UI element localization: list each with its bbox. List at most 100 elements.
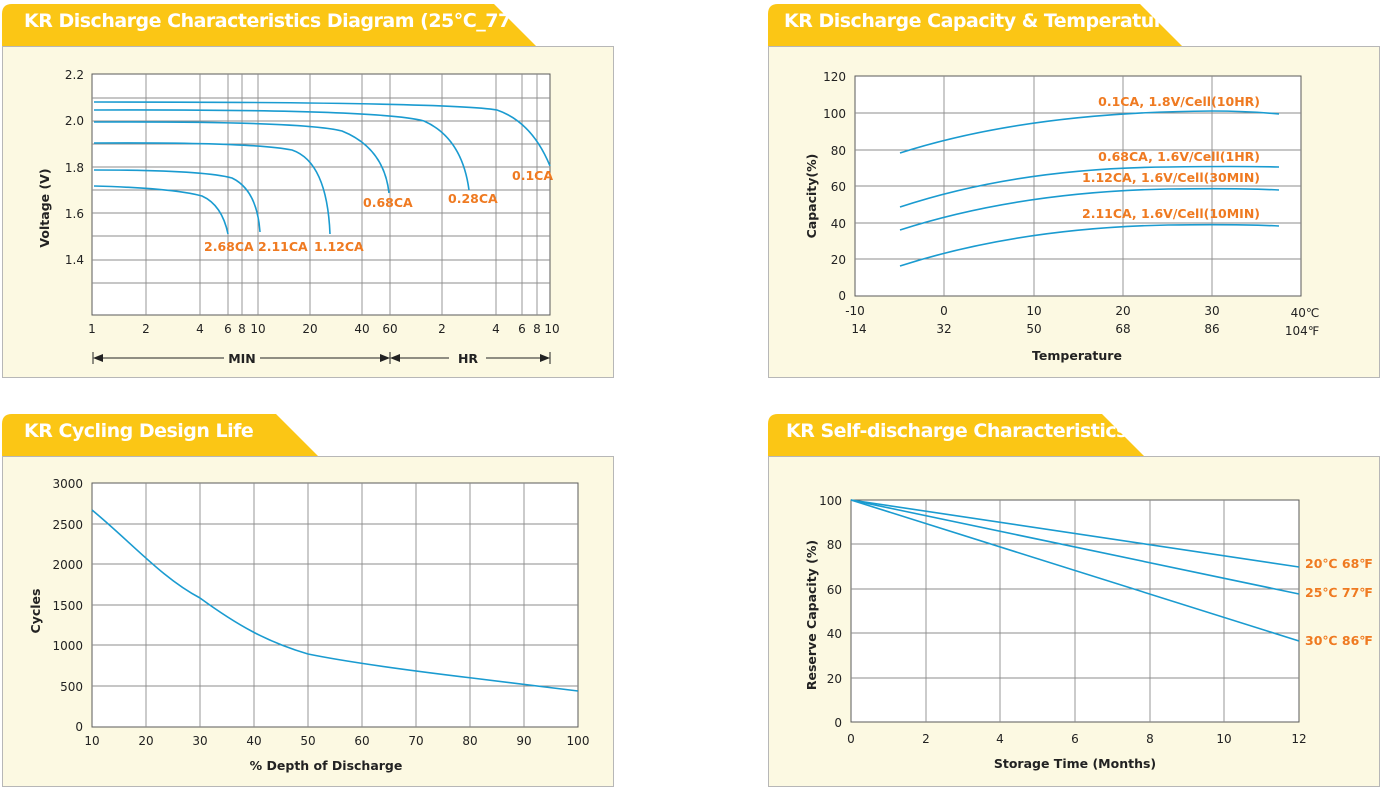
x-axis-label: Storage Time (Months) bbox=[994, 756, 1156, 771]
curve-label: 20℃ 68℉ bbox=[1305, 556, 1373, 571]
x-tick-fahrenheit: 50 bbox=[1026, 322, 1041, 336]
y-tick: 500 bbox=[60, 680, 83, 694]
curve-0-28ca bbox=[93, 109, 470, 191]
x-tick: 90 bbox=[516, 734, 531, 748]
tab-shape bbox=[768, 4, 1186, 50]
x-tick: 2 bbox=[438, 322, 446, 336]
x-tick: 8 bbox=[1146, 732, 1154, 746]
x-axis-label: % Depth of Discharge bbox=[250, 758, 403, 773]
y-tick: 1.6 bbox=[65, 207, 84, 221]
x-tick-fahrenheit: 86 bbox=[1204, 322, 1219, 336]
discharge-title-tab: KR Discharge Characteristics Diagram (25… bbox=[2, 0, 542, 50]
x-tick-celsius: 40℃ bbox=[1291, 306, 1320, 320]
cycling-chart: 3000 2500 2000 1500 1000 500 0 Cycles 10… bbox=[28, 477, 590, 773]
discharge-title: KR Discharge Characteristics Diagram (25… bbox=[24, 10, 540, 32]
curve-label: 0.68CA, 1.6V/Cell(1HR) bbox=[1098, 149, 1260, 164]
x-tick-celsius: 0 bbox=[940, 304, 948, 318]
tab-shape bbox=[2, 4, 540, 50]
curve-label: 0.68CA bbox=[363, 195, 413, 210]
x-tick: 2 bbox=[142, 322, 150, 336]
curve-label: 2.68CA bbox=[204, 239, 254, 254]
x-tick: 12 bbox=[1291, 732, 1306, 746]
curve-label: 2.11CA, 1.6V/Cell(10MIN) bbox=[1082, 206, 1260, 221]
curve-label: 30℃ 86℉ bbox=[1305, 633, 1373, 648]
cycling-grid bbox=[92, 483, 578, 727]
discharge-chart: 2.2 2.0 1.8 1.6 1.4 Voltage (V) 1 2 4 6 … bbox=[37, 68, 560, 366]
curve-1-12ca bbox=[93, 142, 331, 235]
min-hr-arrows bbox=[92, 352, 551, 364]
curve-label: 25℃ 77℉ bbox=[1305, 585, 1373, 600]
x-tick: 8 bbox=[238, 322, 246, 336]
y-tick: 100 bbox=[823, 107, 846, 121]
tab-shape bbox=[768, 414, 1148, 460]
x-tick-fahrenheit: 68 bbox=[1115, 322, 1130, 336]
curve-label: 0.1CA bbox=[512, 168, 553, 183]
x-tick: 80 bbox=[462, 734, 477, 748]
y-tick: 3000 bbox=[52, 477, 83, 491]
x-tick: 20 bbox=[138, 734, 153, 748]
self-discharge-panel: KR Self-discharge Characteristics 100 8 0… bbox=[768, 410, 1380, 788]
x-tick-celsius: -10 bbox=[845, 304, 865, 318]
capacity-title: KR Discharge Capacity & Temperature bbox=[784, 10, 1176, 32]
x-tick: 60 bbox=[354, 734, 369, 748]
x-tick: 6 bbox=[224, 322, 232, 336]
curve-label: 2.11CA bbox=[258, 239, 308, 254]
cycling-title-tab: KR Cycling Design Life bbox=[2, 410, 324, 460]
y-tick: 1500 bbox=[52, 599, 83, 613]
x-tick: 40 bbox=[354, 322, 369, 336]
min-label: MIN bbox=[228, 351, 256, 366]
capacity-title-tab: KR Discharge Capacity & Temperature bbox=[768, 0, 1188, 50]
hr-label: HR bbox=[458, 351, 478, 366]
x-tick: 4 bbox=[492, 322, 500, 336]
x-tick: 50 bbox=[300, 734, 315, 748]
x-tick-fahrenheit: 14 bbox=[851, 322, 866, 336]
curve-label: 0.1CA, 1.8V/Cell(10HR) bbox=[1098, 94, 1260, 109]
x-tick: 4 bbox=[996, 732, 1004, 746]
y-tick: 1000 bbox=[52, 639, 83, 653]
curve-1-12ca bbox=[899, 187, 1280, 231]
cycling-panel: KR Cycling Design Life 3000 2500 2000 15… bbox=[2, 410, 614, 788]
self-discharge-title: KR Self-discharge Characteristics bbox=[786, 420, 1127, 442]
y-tick: 120 bbox=[823, 70, 846, 84]
curve-2-11ca bbox=[93, 169, 261, 233]
y-axis-label: Capacity(%) bbox=[804, 154, 819, 239]
x-tick: 0 bbox=[847, 732, 855, 746]
self-discharge-chart: 100 80 60 40 20 0 Reserve Capacity (%) 0… bbox=[804, 494, 1373, 771]
y-tick: 60 bbox=[827, 583, 842, 597]
x-tick: 40 bbox=[246, 734, 261, 748]
x-tick-celsius: 20 bbox=[1115, 304, 1130, 318]
line-30c bbox=[850, 499, 1300, 642]
y-tick: 40 bbox=[831, 217, 846, 231]
y-tick: 2.0 bbox=[65, 114, 84, 128]
x-tick: 6 bbox=[518, 322, 526, 336]
y-tick: 2000 bbox=[52, 558, 83, 572]
discharge-grid bbox=[92, 74, 550, 315]
curve-0-1ca bbox=[899, 110, 1280, 154]
self-discharge-grid bbox=[851, 500, 1299, 722]
discharge-plot-area bbox=[91, 73, 551, 316]
curve-label: 1.12CA, 1.6V/Cell(30MIN) bbox=[1082, 170, 1260, 185]
x-tick-fahrenheit: 104℉ bbox=[1285, 324, 1319, 338]
y-tick: 40 bbox=[827, 627, 842, 641]
x-tick: 2 bbox=[922, 732, 930, 746]
x-tick: 4 bbox=[196, 322, 204, 336]
x-tick: 70 bbox=[408, 734, 423, 748]
y-tick: 100 bbox=[819, 494, 842, 508]
y-tick: 1.8 bbox=[65, 161, 84, 175]
curve-label: 0.28CA bbox=[448, 191, 498, 206]
self-discharge-title-tab: KR Self-discharge Characteristics bbox=[768, 410, 1150, 460]
x-tick: 10 bbox=[1216, 732, 1231, 746]
x-tick: 100 bbox=[567, 734, 590, 748]
y-tick: 60 bbox=[831, 180, 846, 194]
x-tick: 6 bbox=[1071, 732, 1079, 746]
x-axis-label: Temperature bbox=[1032, 348, 1122, 363]
x-tick: 10 bbox=[250, 322, 265, 336]
y-tick: 20 bbox=[827, 672, 842, 686]
y-tick: 80 bbox=[831, 144, 846, 158]
x-tick-celsius: 10 bbox=[1026, 304, 1041, 318]
y-axis-label: Reserve Capacity (%) bbox=[804, 540, 819, 690]
curve-0-68ca bbox=[93, 121, 390, 194]
tab-shape bbox=[2, 414, 322, 460]
curve-2-11ca bbox=[899, 223, 1280, 267]
curve-0-68ca bbox=[899, 165, 1280, 208]
